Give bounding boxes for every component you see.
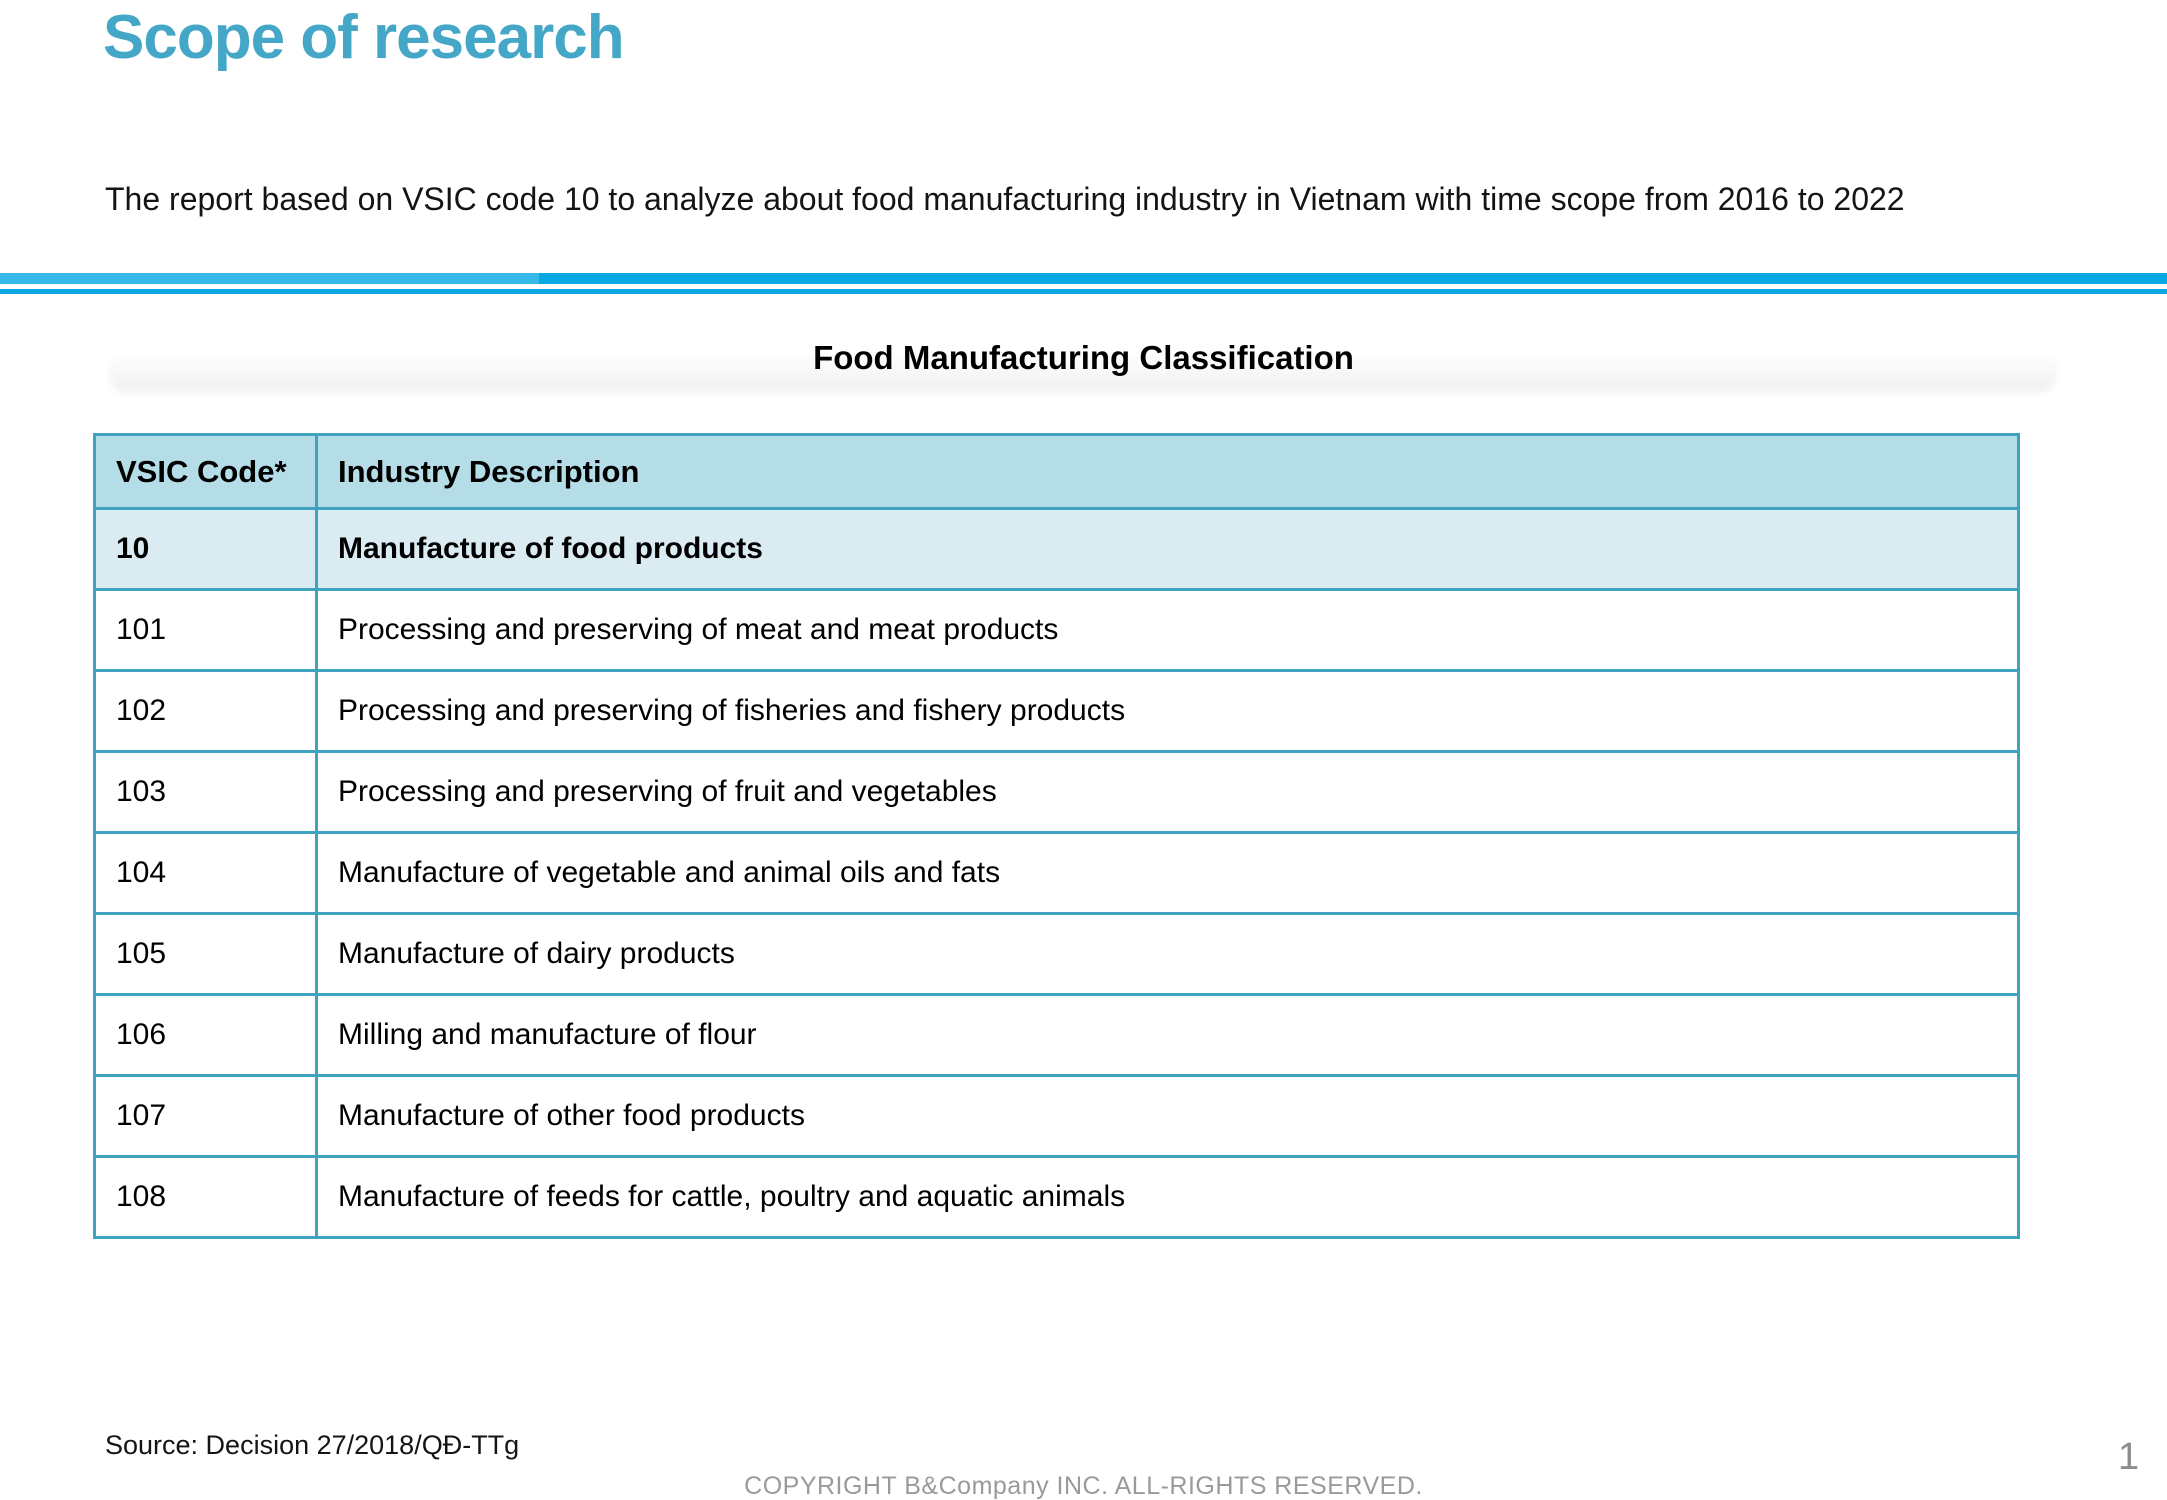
table-title-band [108, 349, 2058, 395]
table-row: 108 Manufacture of feeds for cattle, poul… [93, 1155, 2020, 1239]
vsic-code-header: VSIC Code* [93, 433, 318, 510]
copyright-footer: COPYRIGHT B&Company INC. ALL-RIGHTS RESE… [744, 1472, 1423, 1500]
industry-description-cell: Manufacture of vegetable and animal oils… [315, 831, 2020, 915]
vsic-code-cell: 103 [93, 750, 318, 834]
classification-table: VSIC Code* Industry Description 10 Manufa… [93, 433, 2020, 1239]
divider-rule-thick-left-segment [0, 273, 539, 284]
vsic-code-cell: 104 [93, 831, 318, 915]
industry-description-header: Industry Description [315, 433, 2020, 510]
table-row: 104 Manufacture of vegetable and animal o… [93, 831, 2020, 915]
page-title: Scope of research [103, 3, 625, 72]
intro-text: The report based on VSIC code 10 to anal… [105, 181, 1905, 217]
vsic-code-cell: 107 [93, 1074, 318, 1158]
vsic-code-cell: 105 [93, 912, 318, 996]
industry-description-cell: Manufacture of dairy products [315, 912, 2020, 996]
source-note: Source: Decision 27/2018/QĐ-TTg [105, 1430, 520, 1460]
vsic-code-cell: 101 [93, 588, 318, 672]
table-row: 10 Manufacture of food products [93, 507, 2020, 591]
divider-rule-thin [0, 289, 2167, 294]
vsic-code-cell: 10 [93, 507, 318, 591]
industry-description-cell: Processing and preserving of fruit and v… [315, 750, 2020, 834]
table-row: 106 Milling and manufacture of flour [93, 993, 2020, 1077]
vsic-code-cell: 106 [93, 993, 318, 1077]
table-row: 103 Processing and preserving of fruit an… [93, 750, 2020, 834]
classification-table-body: 10 Manufacture of food products 101 Process… [93, 507, 2020, 1239]
industry-description-cell: Manufacture of food products [315, 507, 2020, 591]
industry-description-cell: Manufacture of other food products [315, 1074, 2020, 1158]
table-row: 107 Manufacture of other food products [93, 1074, 2020, 1158]
divider-rule-thick [0, 273, 2167, 284]
vsic-code-cell: 108 [93, 1155, 318, 1239]
industry-description-cell: Processing and preserving of meat and me… [315, 588, 2020, 672]
table-header-row: VSIC Code* Industry Description [93, 433, 2020, 510]
industry-description-cell: Manufacture of feeds for cattle, poultry… [315, 1155, 2020, 1239]
table-title: Food Manufacturing Classification [813, 339, 1354, 376]
table-row: 101 Processing and preserving of meat and… [93, 588, 2020, 672]
industry-description-cell: Processing and preserving of fisheries a… [315, 669, 2020, 753]
industry-description-cell: Milling and manufacture of flour [315, 993, 2020, 1077]
page-number: 1 [2118, 1436, 2140, 1478]
table-row: 102 Processing and preserving of fisherie… [93, 669, 2020, 753]
table-row: 105 Manufacture of dairy products [93, 912, 2020, 996]
vsic-code-cell: 102 [93, 669, 318, 753]
